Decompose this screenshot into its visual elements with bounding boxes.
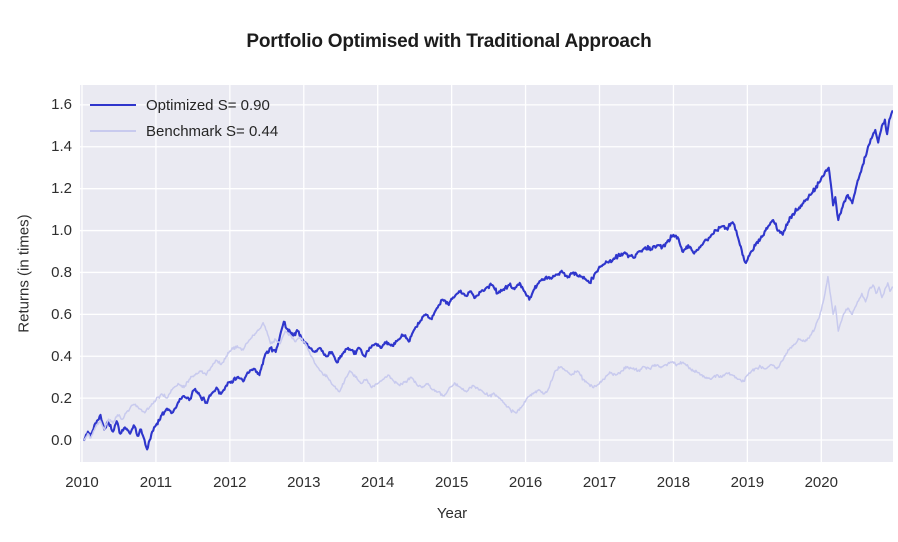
plot-area: Optimized S= 0.90 Benchmark S= 0.44 — [80, 85, 893, 462]
optimized-line-swatch — [90, 103, 136, 107]
x-tick-label: 2013 — [287, 474, 321, 491]
x-tick-label: 2018 — [656, 474, 691, 491]
x-tick-label: 2019 — [730, 474, 765, 491]
y-tick-label: 0.6 — [51, 305, 72, 323]
x-tick-label: 2015 — [434, 474, 469, 491]
x-tick-label: 2012 — [213, 474, 247, 491]
benchmark-series-line — [83, 275, 893, 441]
x-tick-label: 2017 — [582, 474, 617, 491]
y-tick-label: 0.2 — [51, 389, 72, 407]
x-tick-label: 2014 — [361, 474, 395, 491]
y-tick-label: 1.4 — [51, 138, 72, 156]
x-tick-label: 2016 — [508, 474, 543, 491]
plot-background — [80, 85, 893, 462]
legend: Optimized S= 0.90 Benchmark S= 0.44 — [90, 92, 278, 144]
optimized-series-line — [83, 110, 893, 451]
legend-label-benchmark: Benchmark S= 0.44 — [146, 122, 279, 140]
y-axis-label: Returns (in times) — [15, 214, 33, 333]
y-tick-label: 0.4 — [51, 347, 72, 365]
x-tick-label: 2020 — [804, 474, 838, 491]
y-tick-label: 0.0 — [51, 431, 72, 449]
chart-title: Portfolio Optimised with Traditional App… — [246, 31, 652, 52]
legend-label-optimized: Optimized S= 0.90 — [146, 96, 270, 114]
x-tick-label: 2011 — [139, 474, 173, 491]
y-tick-label: 1.6 — [51, 96, 72, 114]
chart-canvas — [80, 85, 893, 462]
x-tick-label: 2010 — [65, 474, 99, 491]
legend-item-benchmark: Benchmark S= 0.44 — [90, 118, 278, 144]
x-axis-label: Year — [436, 505, 468, 522]
legend-item-optimized: Optimized S= 0.90 — [90, 92, 278, 118]
y-tick-label: 0.8 — [51, 263, 72, 281]
y-tick-label: 1.0 — [51, 222, 72, 240]
y-tick-label: 1.2 — [51, 180, 72, 198]
benchmark-line-swatch — [90, 130, 136, 132]
